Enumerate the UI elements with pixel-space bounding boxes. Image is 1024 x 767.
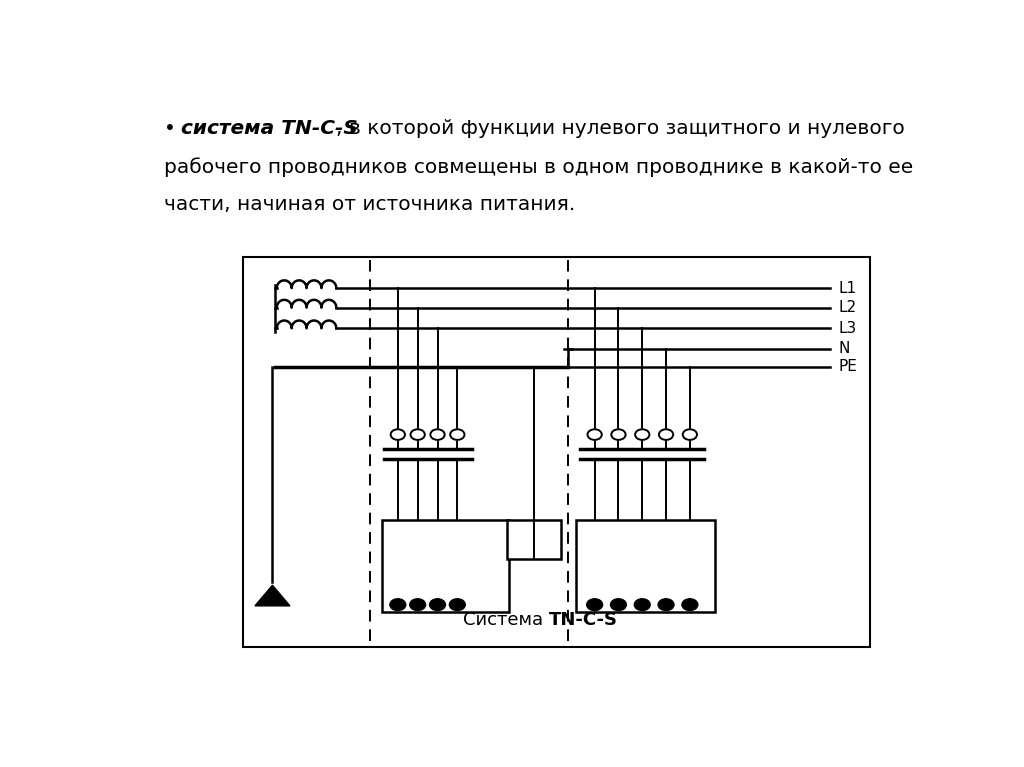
Text: , в которой функции нулевого защитного и нулевого: , в которой функции нулевого защитного и… [336, 119, 904, 137]
Polygon shape [255, 585, 290, 606]
Circle shape [451, 430, 465, 440]
Text: L1: L1 [839, 281, 856, 295]
Circle shape [430, 430, 444, 440]
Circle shape [611, 430, 626, 440]
Circle shape [658, 430, 673, 440]
Text: Система: Система [463, 611, 549, 630]
Text: TN-C-S: TN-C-S [549, 611, 617, 630]
FancyBboxPatch shape [382, 520, 509, 612]
Circle shape [450, 599, 465, 611]
Circle shape [610, 599, 627, 611]
Text: система TN-C-S: система TN-C-S [181, 119, 358, 137]
Bar [243, 258, 870, 647]
Circle shape [430, 599, 445, 611]
Text: рабочего проводников совмещены в одном проводнике в какой-то ее: рабочего проводников совмещены в одном п… [164, 157, 913, 176]
Circle shape [411, 430, 425, 440]
FancyBboxPatch shape [577, 520, 715, 612]
Text: L2: L2 [839, 300, 856, 315]
Circle shape [391, 430, 404, 440]
Text: •: • [164, 119, 182, 137]
Circle shape [683, 430, 697, 440]
Text: L3: L3 [839, 321, 856, 336]
Circle shape [658, 599, 674, 611]
Circle shape [390, 599, 406, 611]
Circle shape [634, 599, 650, 611]
Text: части, начиная от источника питания.: части, начиная от источника питания. [164, 196, 574, 215]
Circle shape [587, 599, 602, 611]
Circle shape [635, 430, 649, 440]
Circle shape [588, 430, 602, 440]
Circle shape [410, 599, 426, 611]
Text: PE: PE [839, 359, 857, 374]
Text: N: N [839, 341, 850, 357]
FancyBboxPatch shape [507, 520, 561, 558]
Circle shape [682, 599, 697, 611]
